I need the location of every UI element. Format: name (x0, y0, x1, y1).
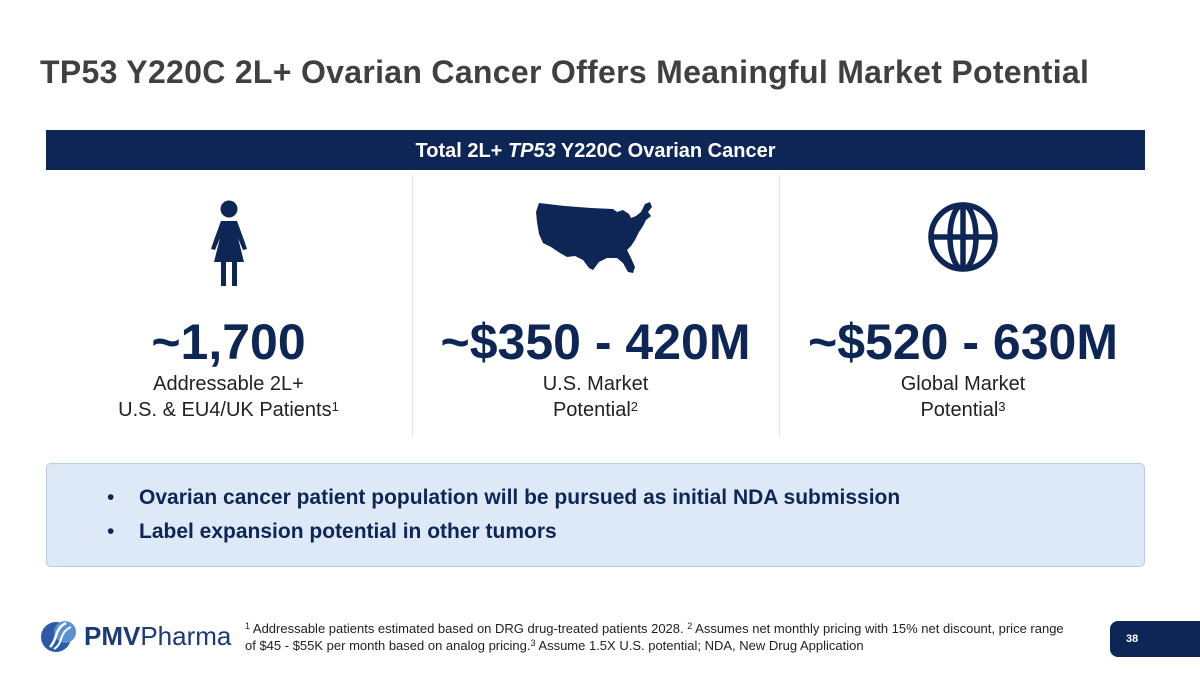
footnote-ref-2: 2 (630, 399, 639, 414)
key-points-list: Ovarian cancer patient population will b… (139, 486, 900, 554)
patients-line1: Addressable 2L+ (153, 373, 304, 395)
patients-description: Addressable 2L+ U.S. & EU4/UK Patients1 (46, 371, 411, 423)
slide-title: TP53 Y220C 2L+ Ovarian Cancer Offers Mea… (40, 54, 1090, 90)
woman-icon (46, 200, 411, 286)
us-market-column: ~$350 - 420M U.S. Market Potential2 (412, 175, 778, 437)
global-market-line2-text: Potential (920, 399, 999, 421)
patients-column: ~1,700 Addressable 2L+ U.S. & EU4/UK Pat… (46, 175, 411, 437)
footnote-marker: 1 (245, 621, 251, 631)
us-market-line2: Potential2 (413, 397, 778, 423)
footnote-text: Assume 1.5X U.S. potential; NDA, New Dru… (535, 638, 864, 653)
footnote-text: Assumes net monthly pricing with 15% net… (245, 621, 1064, 653)
patients-line2-text: U.S. & EU4/UK Patients (118, 399, 332, 421)
key-points-callout: Ovarian cancer patient population will b… (46, 463, 1145, 567)
us-market-line1: U.S. Market (542, 373, 649, 395)
global-market-line1: Global Market (900, 373, 1026, 395)
banner-prefix: Total 2L+ (415, 140, 508, 162)
usa-map-icon (413, 200, 778, 280)
banner-gene: TP53 (507, 140, 556, 162)
globe-icon (780, 200, 1146, 280)
bullet-item: Label expansion potential in other tumor… (139, 520, 900, 544)
patients-value: ~1,700 (151, 314, 306, 370)
footnote-ref-3: 3 (998, 399, 1006, 414)
us-market-description: U.S. Market Potential2 (413, 371, 778, 423)
bullet-item: Ovarian cancer patient population will b… (139, 486, 900, 510)
logo-wordmark: PMVPharma (84, 621, 231, 652)
us-market-line2-text: Potential (552, 399, 631, 421)
global-market-description: Global Market Potential3 (780, 371, 1146, 423)
footnote-marker: 2 (687, 621, 693, 631)
logo-bold: PMV (84, 621, 141, 651)
footnote-ref-1: 1 (331, 399, 339, 414)
footnotes: 1 Addressable patients estimated based o… (245, 620, 1065, 654)
global-market-line2: Potential3 (780, 397, 1146, 423)
us-market-value: ~$350 - 420M (440, 314, 751, 370)
banner-suffix: Y220C Ovarian Cancer (555, 140, 776, 162)
footnote-marker: 3 (530, 638, 536, 648)
section-banner: Total 2L+ TP53 Y220C Ovarian Cancer (46, 130, 1145, 170)
company-logo: PMVPharma (40, 617, 231, 655)
patients-line2: U.S. & EU4/UK Patients1 (46, 397, 411, 423)
global-market-value: ~$520 - 630M (808, 314, 1118, 370)
page-number: 38 (1110, 621, 1200, 657)
logo-mark-icon (41, 621, 76, 652)
logo-regular: Pharma (140, 621, 232, 651)
footnote-text: Addressable patients estimated based on … (250, 621, 688, 636)
global-market-column: ~$520 - 630M Global Market Potential3 (779, 175, 1146, 437)
